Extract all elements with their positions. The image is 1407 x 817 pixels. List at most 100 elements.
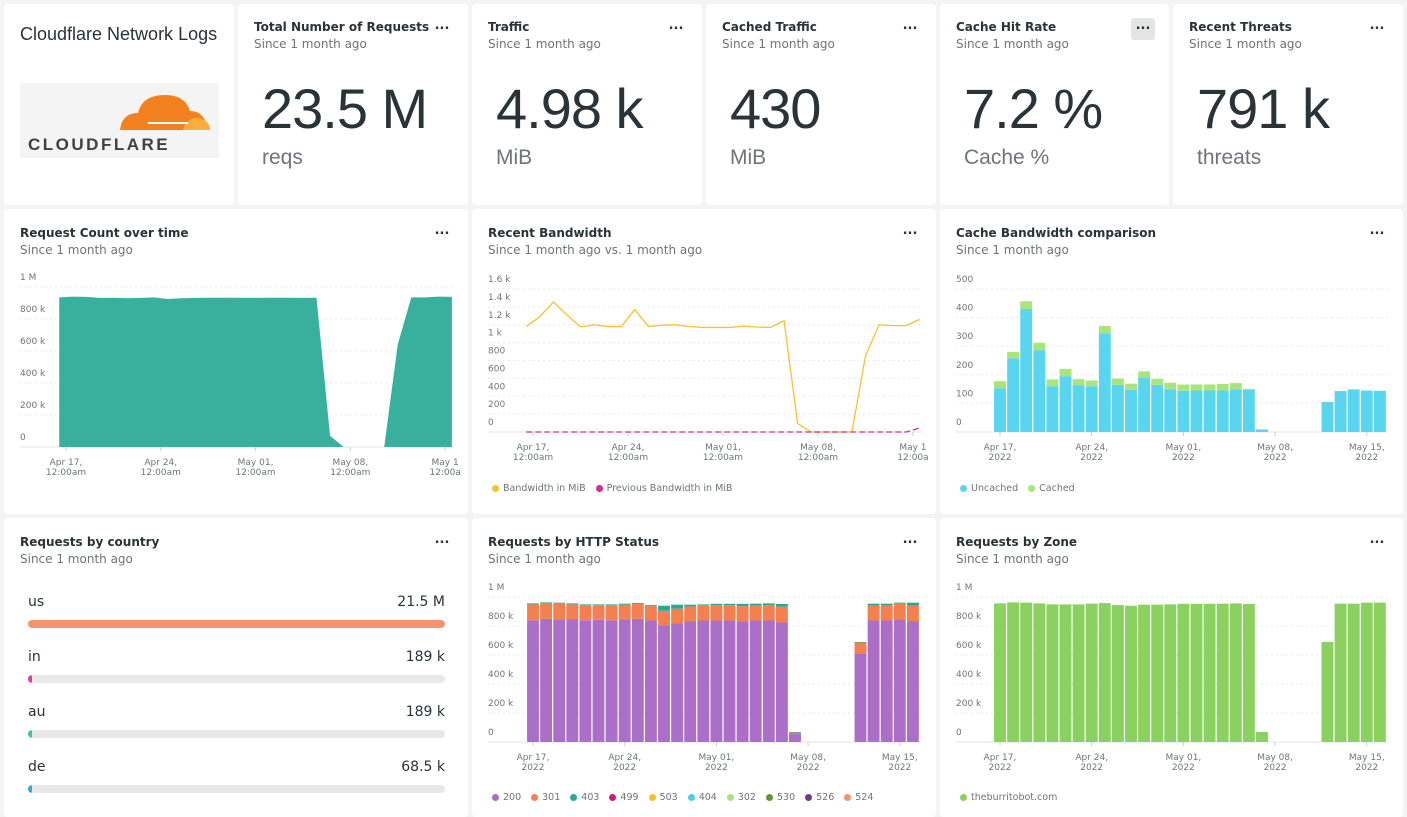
bar-segment[interactable]: [1059, 604, 1072, 742]
bar-segment[interactable]: [1020, 301, 1033, 310]
bar-segment[interactable]: [631, 604, 644, 619]
bar-segment[interactable]: [994, 381, 1006, 389]
legend-item[interactable]: 302: [726, 792, 756, 803]
bar-segment[interactable]: [1033, 603, 1046, 742]
bar-segment[interactable]: [658, 625, 670, 742]
legend-item[interactable]: Cached: [1028, 483, 1075, 494]
bar-segment[interactable]: [1072, 385, 1085, 432]
more-options-button[interactable]: ...: [434, 532, 450, 547]
bar-segment[interactable]: [854, 653, 867, 742]
bar-segment[interactable]: [1151, 384, 1164, 432]
bar-segment[interactable]: [618, 603, 631, 605]
bar-segment[interactable]: [762, 603, 775, 606]
bar-segment[interactable]: [1242, 603, 1255, 742]
bar-segment[interactable]: [618, 619, 631, 742]
legend-item[interactable]: 404: [687, 792, 717, 803]
bar-segment[interactable]: [527, 620, 539, 742]
bar-segment[interactable]: [893, 602, 906, 604]
bar-segment[interactable]: [566, 619, 579, 742]
bar-segment[interactable]: [1098, 603, 1111, 742]
bar-segment[interactable]: [553, 603, 566, 620]
bar-segment[interactable]: [1373, 390, 1386, 432]
bar-segment[interactable]: [1177, 390, 1190, 432]
bar-segment[interactable]: [906, 621, 919, 742]
bar-segment[interactable]: [1007, 351, 1020, 359]
bar-segment[interactable]: [854, 641, 867, 643]
bar-segment[interactable]: [1111, 605, 1124, 742]
bar-segment[interactable]: [644, 606, 657, 621]
bar-segment[interactable]: [592, 604, 605, 606]
bar-segment[interactable]: [906, 602, 919, 606]
bar-segment[interactable]: [1321, 641, 1334, 742]
bar-segment[interactable]: [710, 620, 723, 742]
bar-segment[interactable]: [1229, 383, 1242, 390]
bar-segment[interactable]: [1138, 371, 1151, 378]
bar-segment[interactable]: [1072, 604, 1085, 742]
bar-segment[interactable]: [867, 603, 880, 606]
bar-segment[interactable]: [684, 604, 697, 607]
bar-segment[interactable]: [1111, 384, 1124, 432]
bar-segment[interactable]: [1177, 384, 1190, 391]
bar-segment[interactable]: [789, 734, 801, 742]
legend-item[interactable]: 526: [805, 792, 834, 803]
bar-segment[interactable]: [749, 605, 762, 621]
bar-segment[interactable]: [1321, 401, 1334, 432]
bar-segment[interactable]: [749, 603, 762, 606]
more-options-button[interactable]: ...: [902, 532, 918, 547]
legend-item[interactable]: Previous Bandwidth in MiB: [595, 483, 732, 494]
bar-segment[interactable]: [723, 620, 736, 742]
bar-segment[interactable]: [1203, 390, 1216, 432]
bar-segment[interactable]: [697, 620, 710, 742]
bar-segment[interactable]: [1020, 602, 1033, 742]
bar-segment[interactable]: [1360, 602, 1373, 742]
more-options-button[interactable]: ...: [1369, 532, 1385, 547]
bar-segment[interactable]: [1007, 358, 1020, 432]
bar-segment[interactable]: [566, 604, 579, 620]
bar-segment[interactable]: [1111, 378, 1124, 385]
more-options-button[interactable]: ...: [434, 223, 450, 238]
bar-segment[interactable]: [893, 619, 906, 742]
bar-segment[interactable]: [1256, 429, 1268, 430]
bar-segment[interactable]: [1177, 603, 1190, 742]
bar-segment[interactable]: [880, 605, 893, 621]
bar-segment[interactable]: [1085, 386, 1098, 432]
bar-segment[interactable]: [1020, 309, 1033, 432]
bar-segment[interactable]: [1334, 391, 1347, 432]
bar-segment[interactable]: [1190, 384, 1203, 391]
bar-segment[interactable]: [1229, 389, 1242, 432]
bar-segment[interactable]: [1072, 379, 1085, 386]
bar-segment[interactable]: [789, 732, 801, 735]
bar-segment[interactable]: [994, 388, 1006, 432]
bar-segment[interactable]: [592, 605, 605, 620]
bar-segment[interactable]: [775, 603, 788, 607]
bar-segment[interactable]: [710, 603, 723, 606]
bar-segment[interactable]: [579, 604, 592, 606]
bar-segment[interactable]: [605, 604, 618, 606]
bar-segment[interactable]: [605, 605, 618, 621]
bar-segment[interactable]: [1007, 602, 1020, 742]
bar-segment[interactable]: [644, 620, 657, 742]
bar-segment[interactable]: [1046, 604, 1059, 742]
bar-segment[interactable]: [1085, 380, 1098, 387]
more-options-button[interactable]: ...: [434, 18, 450, 33]
bar-segment[interactable]: [527, 603, 539, 605]
more-options-button[interactable]: ...: [668, 18, 684, 33]
bar-segment[interactable]: [1334, 603, 1347, 742]
bar-segment[interactable]: [618, 604, 631, 620]
bar-segment[interactable]: [867, 605, 880, 621]
bar-segment[interactable]: [1125, 383, 1137, 390]
bar-segment[interactable]: [723, 603, 736, 606]
bar-segment[interactable]: [1242, 388, 1255, 390]
legend-item[interactable]: 499: [609, 792, 639, 803]
bar-segment[interactable]: [749, 620, 762, 742]
bar-segment[interactable]: [880, 603, 893, 606]
bar-segment[interactable]: [762, 620, 775, 742]
bar-segment[interactable]: [1138, 604, 1151, 742]
bar-segment[interactable]: [1085, 603, 1098, 742]
bar-segment[interactable]: [854, 642, 867, 654]
bar-segment[interactable]: [684, 606, 697, 622]
bar-segment[interactable]: [1059, 368, 1072, 377]
bar-segment[interactable]: [1046, 386, 1059, 432]
bar-segment[interactable]: [710, 605, 723, 621]
more-options-button[interactable]: ...: [1369, 223, 1385, 238]
